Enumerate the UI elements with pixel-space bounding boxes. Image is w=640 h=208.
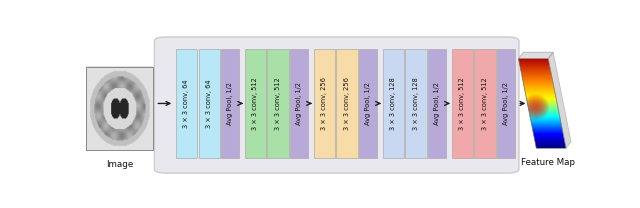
FancyBboxPatch shape — [154, 37, 519, 173]
FancyBboxPatch shape — [176, 49, 197, 158]
FancyBboxPatch shape — [383, 49, 404, 158]
FancyBboxPatch shape — [451, 49, 473, 158]
Text: Avg Pool, 1/2: Avg Pool, 1/2 — [227, 82, 234, 125]
Text: Avg Pool, 1/2: Avg Pool, 1/2 — [434, 82, 440, 125]
Text: 3 × 3 conv, 128: 3 × 3 conv, 128 — [390, 77, 396, 130]
Text: Feature Map: Feature Map — [521, 158, 575, 167]
FancyBboxPatch shape — [198, 49, 220, 158]
FancyBboxPatch shape — [428, 49, 446, 158]
Polygon shape — [548, 52, 571, 148]
Text: 3 × 3 conv, 64: 3 × 3 conv, 64 — [206, 79, 212, 128]
FancyBboxPatch shape — [474, 49, 495, 158]
FancyBboxPatch shape — [405, 49, 427, 158]
Text: 3 × 3 conv, 64: 3 × 3 conv, 64 — [184, 79, 189, 128]
FancyBboxPatch shape — [291, 49, 308, 158]
FancyBboxPatch shape — [314, 49, 335, 158]
Text: 3 × 3 conv, 512: 3 × 3 conv, 512 — [275, 77, 281, 130]
Text: Avg Pool, 1/2: Avg Pool, 1/2 — [503, 82, 509, 125]
FancyBboxPatch shape — [359, 49, 377, 158]
Text: 3 × 3 conv, 512: 3 × 3 conv, 512 — [459, 77, 465, 130]
FancyBboxPatch shape — [268, 49, 289, 158]
Text: 3 × 3 conv, 256: 3 × 3 conv, 256 — [344, 77, 350, 130]
FancyBboxPatch shape — [244, 49, 266, 158]
Text: Avg Pool, 1/2: Avg Pool, 1/2 — [296, 82, 302, 125]
Text: Avg Pool, 1/2: Avg Pool, 1/2 — [365, 82, 371, 125]
FancyBboxPatch shape — [221, 49, 239, 158]
FancyBboxPatch shape — [497, 49, 515, 158]
Text: 3 × 3 conv, 512: 3 × 3 conv, 512 — [482, 77, 488, 130]
FancyBboxPatch shape — [337, 49, 358, 158]
Text: 3 × 3 conv, 128: 3 × 3 conv, 128 — [413, 77, 419, 130]
Text: 3 × 3 conv, 256: 3 × 3 conv, 256 — [321, 77, 327, 130]
Polygon shape — [518, 52, 553, 59]
Text: Image: Image — [106, 160, 133, 169]
Text: 3 × 3 conv, 512: 3 × 3 conv, 512 — [252, 77, 259, 130]
